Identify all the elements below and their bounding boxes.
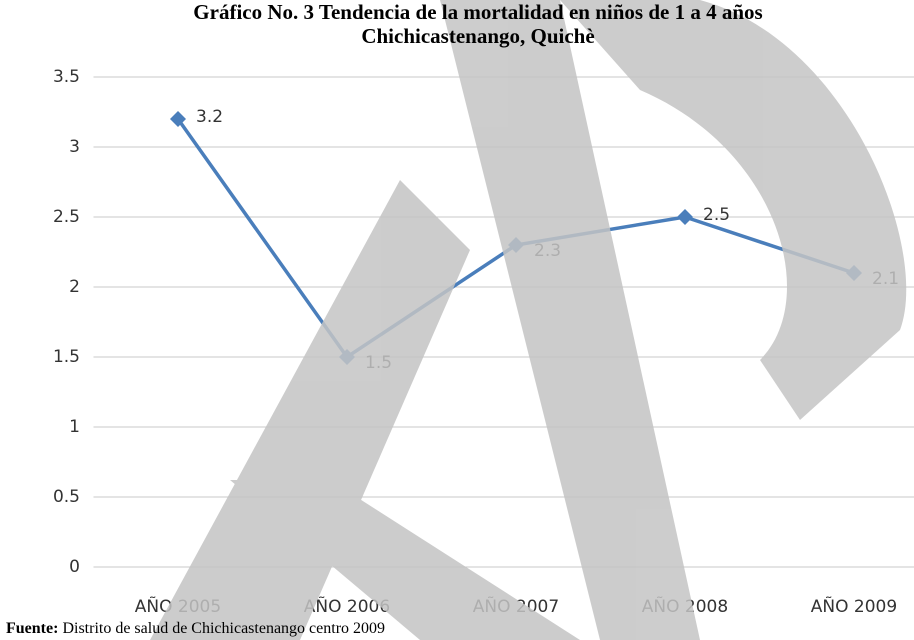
x-tick-label: AÑO 2009 xyxy=(811,595,897,617)
y-tick-label: 2.5 xyxy=(53,207,80,227)
y-tick-label: 3 xyxy=(69,137,80,157)
watermark-p-bowl xyxy=(560,0,907,420)
footnote: Fuente: Distrito de salud de Chichicaste… xyxy=(6,620,385,637)
x-tick-label: AÑO 2006 xyxy=(304,595,390,617)
y-tick-label: 0 xyxy=(69,557,80,577)
marker xyxy=(170,111,186,127)
watermark-p-stem xyxy=(440,0,700,640)
watermark xyxy=(150,0,907,640)
watermark-n-diag xyxy=(230,480,580,640)
source: Distrito de salud de Chichicastenango ce… xyxy=(62,620,385,637)
y-tick-label: 2 xyxy=(69,277,80,297)
y-tick-label: 1.5 xyxy=(53,347,80,367)
chart-subtitle: Chichicastenango, Quichè xyxy=(361,24,594,48)
marker xyxy=(677,209,693,225)
y-tick-label: 3.5 xyxy=(53,67,80,87)
watermark-n-left xyxy=(150,180,470,640)
source-label: Fuente: xyxy=(6,620,58,637)
chart-title: Gráfico No. 3 Tendencia de la mortalidad… xyxy=(193,0,762,24)
y-tick-label: 0.5 xyxy=(53,487,80,507)
data-label: 3.2 xyxy=(196,107,223,127)
data-label: 2.5 xyxy=(703,205,730,225)
y-tick-label: 1 xyxy=(69,417,80,437)
